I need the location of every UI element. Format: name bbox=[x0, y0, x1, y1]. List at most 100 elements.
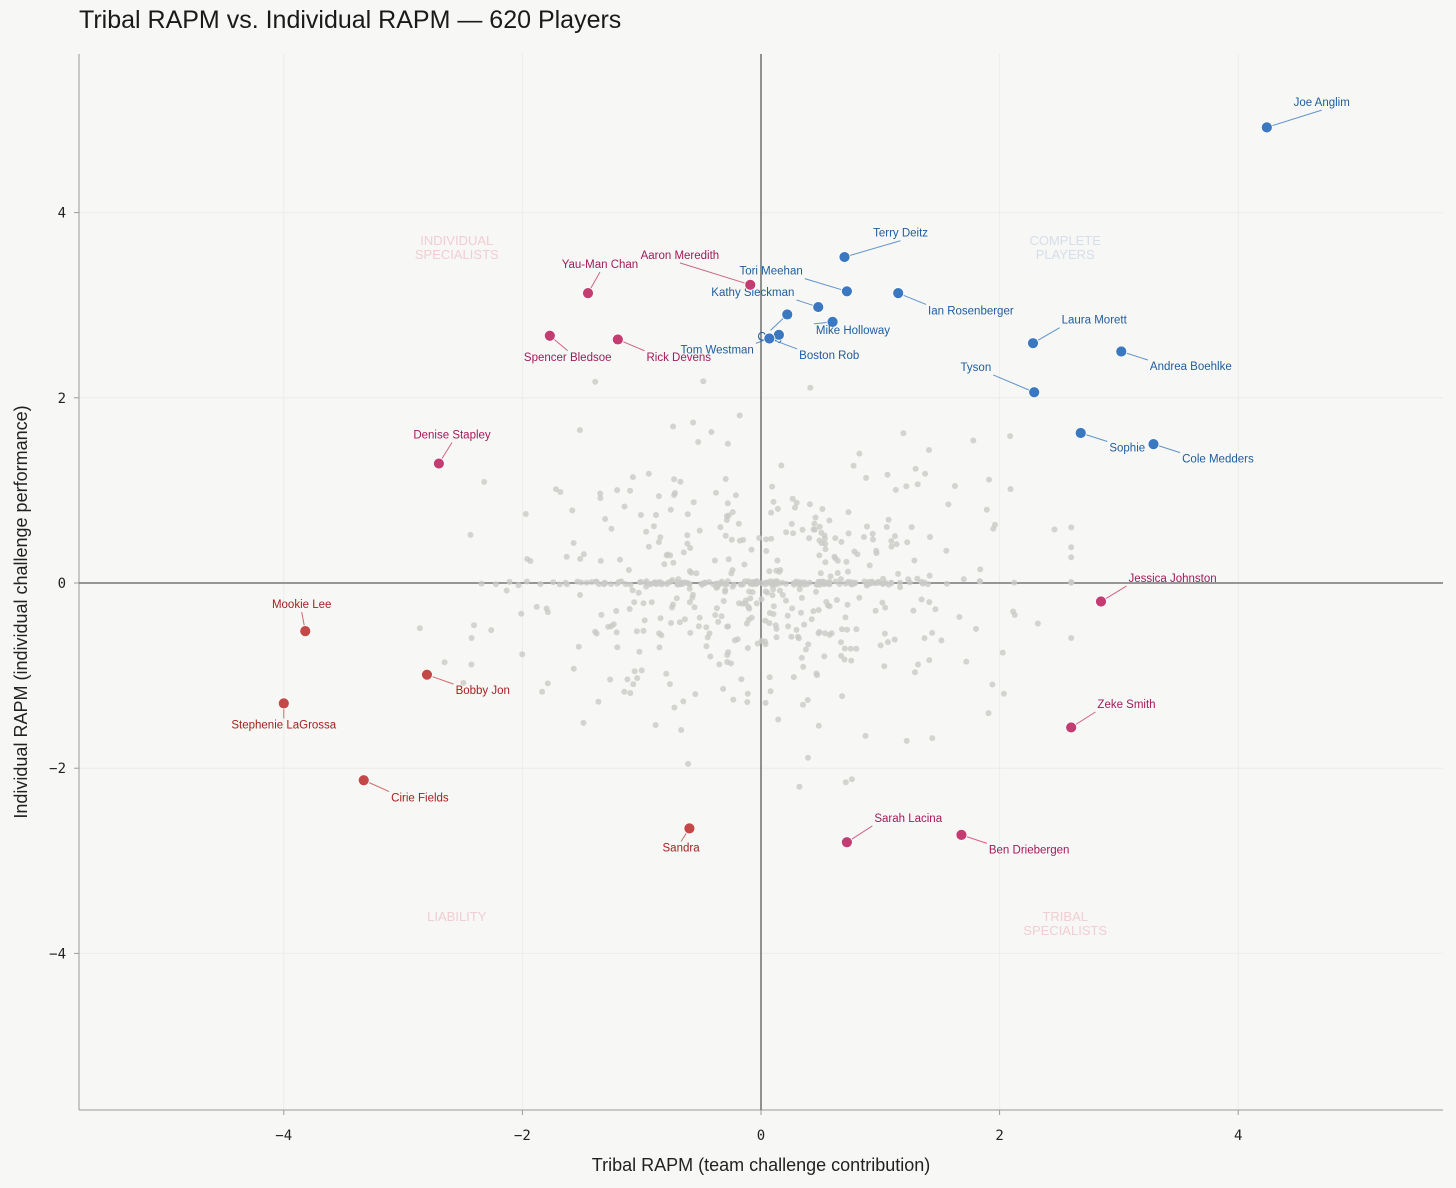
background-point bbox=[416, 625, 423, 632]
background-point bbox=[766, 610, 773, 616]
background-point bbox=[728, 660, 734, 667]
background-point bbox=[695, 623, 702, 630]
background-point bbox=[892, 486, 899, 493]
background-point bbox=[577, 555, 584, 562]
background-point bbox=[778, 462, 785, 469]
background-point bbox=[635, 589, 642, 596]
player-label: Joe Anglim bbox=[1294, 97, 1350, 109]
background-point bbox=[543, 605, 550, 612]
player-label: Laura Morett bbox=[1062, 315, 1128, 327]
background-point bbox=[625, 567, 632, 573]
background-point bbox=[553, 486, 559, 493]
background-point bbox=[667, 578, 674, 585]
background-point bbox=[814, 672, 821, 679]
background-point bbox=[877, 642, 884, 649]
background-point bbox=[713, 605, 720, 612]
background-point bbox=[592, 628, 599, 635]
background-point bbox=[762, 699, 769, 706]
background-point bbox=[607, 676, 614, 683]
background-point bbox=[685, 760, 692, 767]
background-point bbox=[597, 495, 604, 502]
y-tick-label: 2 bbox=[58, 391, 66, 407]
background-point bbox=[903, 737, 910, 744]
background-point bbox=[716, 661, 723, 668]
background-point bbox=[441, 659, 448, 666]
background-point bbox=[837, 576, 844, 583]
player-point bbox=[421, 668, 433, 681]
background-point bbox=[796, 783, 803, 790]
background-point bbox=[637, 512, 644, 518]
background-point bbox=[722, 587, 729, 593]
background-point bbox=[777, 567, 784, 573]
background-point bbox=[845, 530, 852, 537]
background-point bbox=[799, 526, 806, 533]
leader-line bbox=[844, 240, 901, 258]
background-point bbox=[597, 490, 604, 497]
background-point bbox=[874, 579, 881, 586]
background-point bbox=[885, 516, 892, 523]
background-point bbox=[792, 504, 798, 511]
player-label: Cirie Fields bbox=[391, 793, 449, 805]
background-point bbox=[1068, 635, 1075, 641]
background-point bbox=[891, 636, 898, 643]
background-point bbox=[684, 511, 691, 518]
background-point bbox=[537, 581, 544, 587]
y-axis-label: Individual RAPM (individual challenge pe… bbox=[11, 405, 31, 818]
background-point bbox=[580, 551, 587, 558]
background-point bbox=[758, 637, 765, 644]
background-point bbox=[720, 598, 727, 604]
background-point bbox=[1034, 620, 1041, 627]
background-point bbox=[970, 437, 977, 444]
background-point bbox=[655, 539, 662, 546]
background-point bbox=[747, 595, 754, 602]
background-point bbox=[845, 509, 852, 516]
background-point bbox=[795, 633, 801, 640]
background-point bbox=[608, 525, 615, 532]
quadrant-label-line: PLAYERS bbox=[1036, 247, 1095, 262]
background-point bbox=[836, 581, 843, 587]
player-label: Sandra bbox=[663, 843, 701, 855]
background-point bbox=[808, 616, 815, 623]
background-point bbox=[648, 599, 655, 606]
background-point bbox=[773, 634, 780, 641]
background-point bbox=[658, 632, 665, 639]
background-point bbox=[681, 616, 688, 623]
player-point bbox=[826, 315, 839, 328]
background-point bbox=[592, 378, 599, 385]
background-point bbox=[634, 675, 641, 682]
background-point bbox=[800, 663, 807, 670]
background-point bbox=[574, 578, 581, 585]
x-tick-label: 0 bbox=[757, 1128, 765, 1144]
background-point bbox=[655, 493, 662, 500]
background-point bbox=[595, 698, 602, 705]
background-point bbox=[728, 536, 735, 543]
background-point bbox=[769, 592, 776, 599]
background-point bbox=[745, 603, 752, 610]
background-point bbox=[866, 562, 873, 569]
background-point bbox=[519, 651, 526, 658]
background-point bbox=[816, 523, 823, 530]
background-point bbox=[527, 558, 534, 564]
background-point bbox=[822, 559, 829, 566]
background-point bbox=[569, 507, 576, 514]
background-point bbox=[624, 676, 631, 683]
background-point bbox=[725, 512, 732, 519]
background-point bbox=[838, 538, 845, 545]
background-point bbox=[657, 534, 664, 541]
leader-line bbox=[804, 278, 848, 292]
background-point bbox=[821, 653, 828, 660]
background-point bbox=[888, 543, 895, 550]
background-point bbox=[690, 499, 697, 506]
background-point bbox=[518, 610, 525, 617]
background-point bbox=[801, 581, 807, 588]
background-point bbox=[989, 681, 996, 688]
background-point bbox=[724, 500, 731, 507]
background-point bbox=[812, 514, 819, 521]
player-point bbox=[1147, 438, 1160, 451]
background-point bbox=[686, 568, 693, 575]
background-point bbox=[766, 674, 773, 681]
background-point bbox=[715, 618, 722, 625]
background-point bbox=[627, 487, 634, 494]
background-point bbox=[670, 423, 677, 430]
